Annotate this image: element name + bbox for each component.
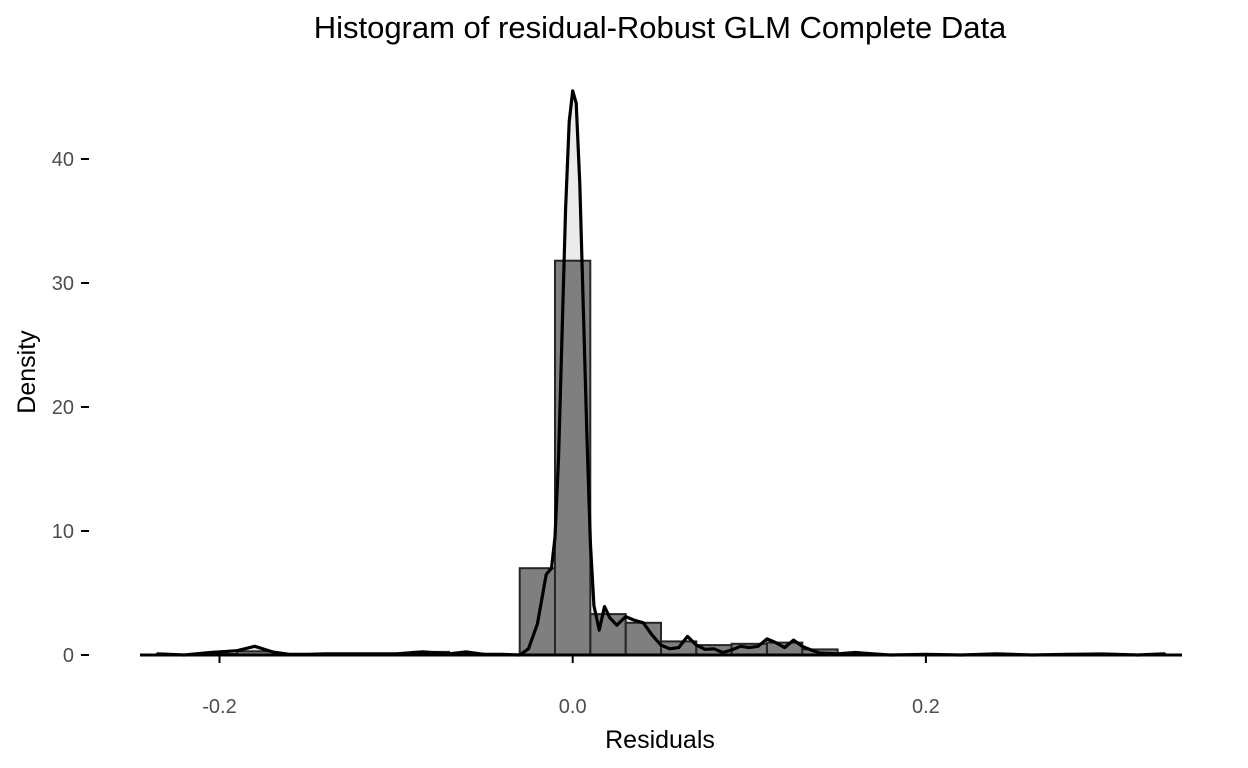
plot-area <box>140 89 1182 657</box>
histogram-bars <box>200 259 839 657</box>
y-tick-label-2: 20 <box>52 397 74 419</box>
density-area <box>157 90 1165 656</box>
x-tick-label-2: 0.2 <box>912 696 940 718</box>
x-tick-label-0: -0.2 <box>202 696 236 718</box>
x-axis: -0.2 0.0 0.2 <box>202 655 940 718</box>
y-tick-label-0: 0 <box>63 645 74 667</box>
density-curve <box>156 89 1166 657</box>
x-tick-label-1: 0.0 <box>559 696 587 718</box>
y-tick-label-3: 30 <box>52 273 74 295</box>
y-tick-label-4: 40 <box>52 149 74 171</box>
y-axis-title: Density <box>13 330 41 414</box>
histogram-bar-9 <box>518 567 557 657</box>
y-axis: 0 10 20 30 40 <box>52 149 89 667</box>
y-tick-label-1: 10 <box>52 521 74 543</box>
chart-title: Histogram of residual-Robust GLM Complet… <box>314 10 1007 45</box>
x-axis-title: Residuals <box>605 726 715 754</box>
